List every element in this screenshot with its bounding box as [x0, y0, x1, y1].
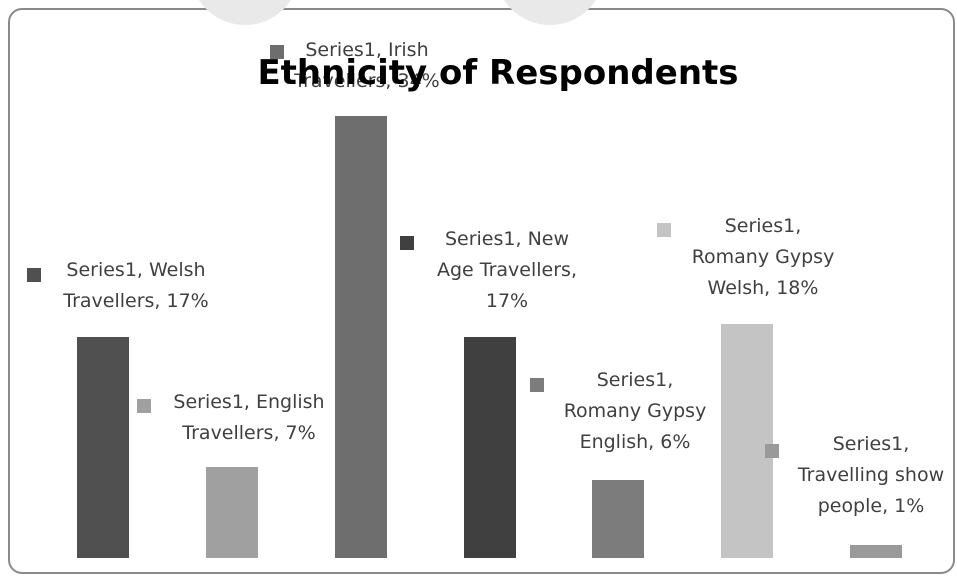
data-label-line: Series1, — [833, 433, 910, 455]
data-label-7: Series1, Travelling show people, 1% — [797, 433, 944, 517]
data-label-3: Series1, Irish Travellers, 34% — [293, 39, 439, 92]
data-label-5: Series1, Romany Gypsy English, 6% — [564, 369, 707, 453]
bars-group — [77, 116, 902, 558]
data-labels-group: Series1, Welsh Travellers, 17% Series1, En… — [27, 39, 944, 517]
background-arc-right — [503, 0, 597, 25]
data-label-line: Series1, Welsh — [66, 259, 205, 281]
data-label-marker-2 — [137, 399, 151, 413]
data-label-6: Series1, Romany Gypsy Welsh, 18% — [692, 215, 835, 299]
bar-4 — [464, 337, 516, 558]
data-label-line: people, 1% — [818, 495, 925, 517]
data-label-line: English, 6% — [580, 431, 691, 453]
data-label-marker-1 — [27, 268, 41, 282]
data-label-line: Series1, — [725, 215, 802, 237]
bar-1 — [77, 337, 129, 558]
data-label-line: Travellers, 7% — [181, 422, 315, 444]
bar-2 — [206, 467, 258, 558]
data-label-marker-4 — [400, 236, 414, 250]
data-label-line: Series1, — [597, 369, 674, 391]
data-label-4: Series1, New Age Travellers, 17% — [437, 228, 577, 312]
data-label-line: Romany Gypsy — [564, 400, 707, 422]
data-label-line: Travellers, 34% — [293, 70, 439, 92]
data-label-line: Age Travellers, — [437, 259, 577, 281]
data-label-line: Travelling show — [797, 464, 944, 486]
data-label-marker-5 — [530, 378, 544, 392]
data-label-2: Series1, English Travellers, 7% — [173, 391, 324, 444]
data-label-marker-6 — [657, 223, 671, 237]
bar-7 — [850, 545, 902, 558]
data-label-marker-3 — [270, 45, 284, 59]
background-arc-left — [198, 0, 292, 25]
bar-3 — [335, 116, 387, 558]
data-label-line: Welsh, 18% — [708, 277, 819, 299]
data-label-line: Travellers, 17% — [62, 290, 208, 312]
data-label-line: 17% — [486, 290, 528, 312]
data-label-line: Romany Gypsy — [692, 246, 835, 268]
data-label-line: Series1, English — [173, 391, 324, 413]
data-label-marker-7 — [765, 444, 779, 458]
data-label-1: Series1, Welsh Travellers, 17% — [62, 259, 208, 312]
bar-6 — [721, 324, 773, 558]
data-label-line: Series1, Irish — [305, 39, 428, 61]
data-label-line: Series1, New — [445, 228, 569, 250]
chart-title: Ethnicity of Respondents — [257, 53, 738, 93]
bar-5 — [592, 480, 644, 558]
